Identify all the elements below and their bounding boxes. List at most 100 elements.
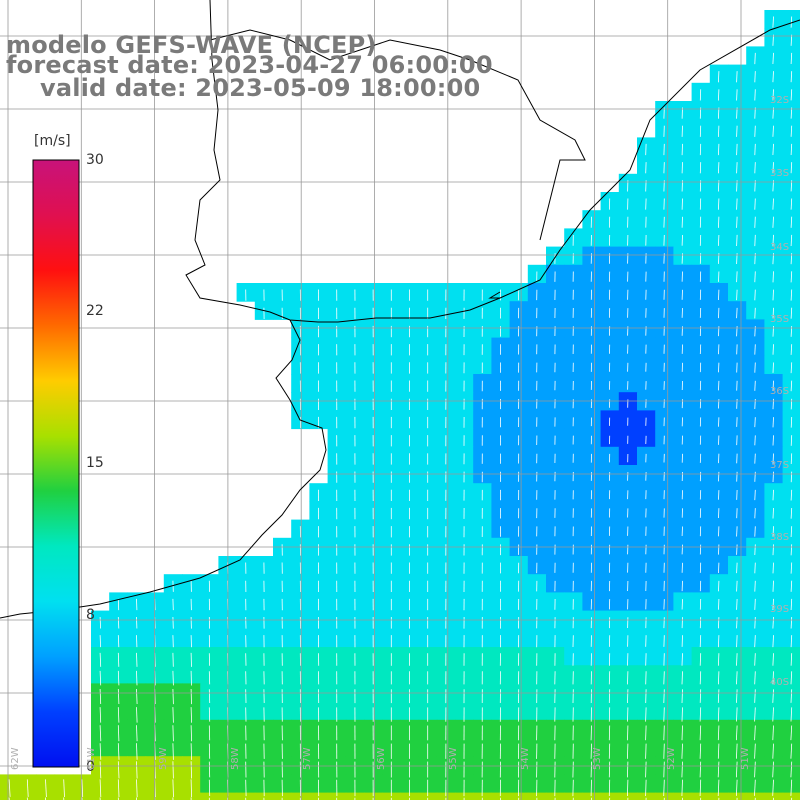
wind-arrow [790,216,793,228]
wind-arrow [790,779,793,796]
wind-arrow [99,707,102,723]
wind-arrow [8,779,11,797]
colorbar-tick: 22 [86,303,104,319]
wind-cell [254,792,274,800]
wind-arrow [736,271,738,283]
wind-arrow [136,707,138,723]
wind-cell [400,792,420,800]
lon-label: 54W [520,747,531,770]
wind-arrow [736,143,738,156]
wind-arrow [772,507,774,519]
wind-arrow [717,689,720,703]
wind-cell [728,774,747,794]
wind-arrow [754,271,756,283]
wind-arrow [754,653,756,666]
wind-arrow [772,580,774,592]
wind-arrow [645,761,647,778]
wind-arrow [172,707,174,723]
lon-label: 51W [740,747,751,770]
wind-arrow [772,198,774,210]
wind-arrow [172,779,174,798]
wind-arrow [772,34,774,46]
wind-arrow [117,688,120,705]
wind-arrow [681,761,683,778]
wind-arrow [736,307,738,319]
wind-arrow [681,725,683,741]
wind-arrow [754,616,756,629]
wind-arrow [754,216,756,228]
wind-arrow [772,635,774,648]
wind-arrow [736,743,738,759]
wind-cell [691,701,711,721]
wind-cell [691,792,711,800]
wind-cell [582,792,602,800]
wind-cell [728,647,747,666]
wind-arrow [772,544,774,556]
lon-label: 55W [448,747,459,770]
wind-arrow [754,562,756,574]
wind-cell [764,774,784,794]
wind-arrow [772,779,774,796]
wind-cell [709,701,729,721]
wind-arrow [754,435,756,446]
wind-arrow [99,761,102,779]
wind-arrow [190,761,192,779]
wind-cell [473,792,492,800]
wind-arrow [699,707,702,722]
wind-arrow [717,761,720,778]
lat-label: 35S [770,314,790,325]
wind-arrow [663,671,665,685]
wind-arrow [772,89,774,101]
wind-cell [764,173,784,193]
wind-arrow [754,307,756,319]
wind-arrow [663,779,665,797]
wind-arrow [754,344,756,355]
wind-arrow [790,471,793,483]
wind-arrow [736,671,738,685]
wind-arrow [681,743,683,759]
lat-label: 32S [770,95,790,106]
colorbar-tick: 0 [86,759,95,775]
wind-arrow [754,707,756,722]
wind-cell [36,792,56,800]
wind-cell [764,137,784,157]
wind-arrow [699,671,702,685]
wind-arrow [790,16,793,28]
wind-arrow [790,271,793,283]
wind-cell [764,592,784,612]
wind-cell [491,792,511,800]
wind-arrow [136,725,138,742]
wind-arrow [790,52,793,65]
wind-arrow [136,743,138,760]
wind-arrow [790,362,793,374]
wind-arrow [26,779,29,797]
wind-arrow [699,689,702,703]
wind-cell [345,792,365,800]
wind-arrow [699,635,702,648]
wind-arrow [45,779,47,798]
wind-arrow [99,616,101,629]
wind-arrow [754,725,756,741]
wind-cell [527,792,547,800]
wind-arrow [190,743,192,760]
wind-arrow [136,761,138,779]
wind-arrow [790,526,793,538]
lon-label: 56W [376,747,387,770]
wind-arrow [790,453,793,465]
lat-label: 39S [770,604,790,615]
wind-arrow [772,616,774,629]
wind-arrow [736,234,738,247]
wind-arrow [99,688,102,705]
wind-arrow [772,707,774,722]
wind-arrow [790,125,793,137]
wind-arrow [754,143,756,156]
wind-arrow [718,89,720,101]
wind-arrow [754,471,756,482]
wind-cell [364,792,383,800]
wind-arrow [772,761,774,778]
wind-arrow [772,598,774,611]
wind-arrow [754,508,756,519]
wind-arrow [754,417,756,428]
wind-arrow [99,743,102,760]
